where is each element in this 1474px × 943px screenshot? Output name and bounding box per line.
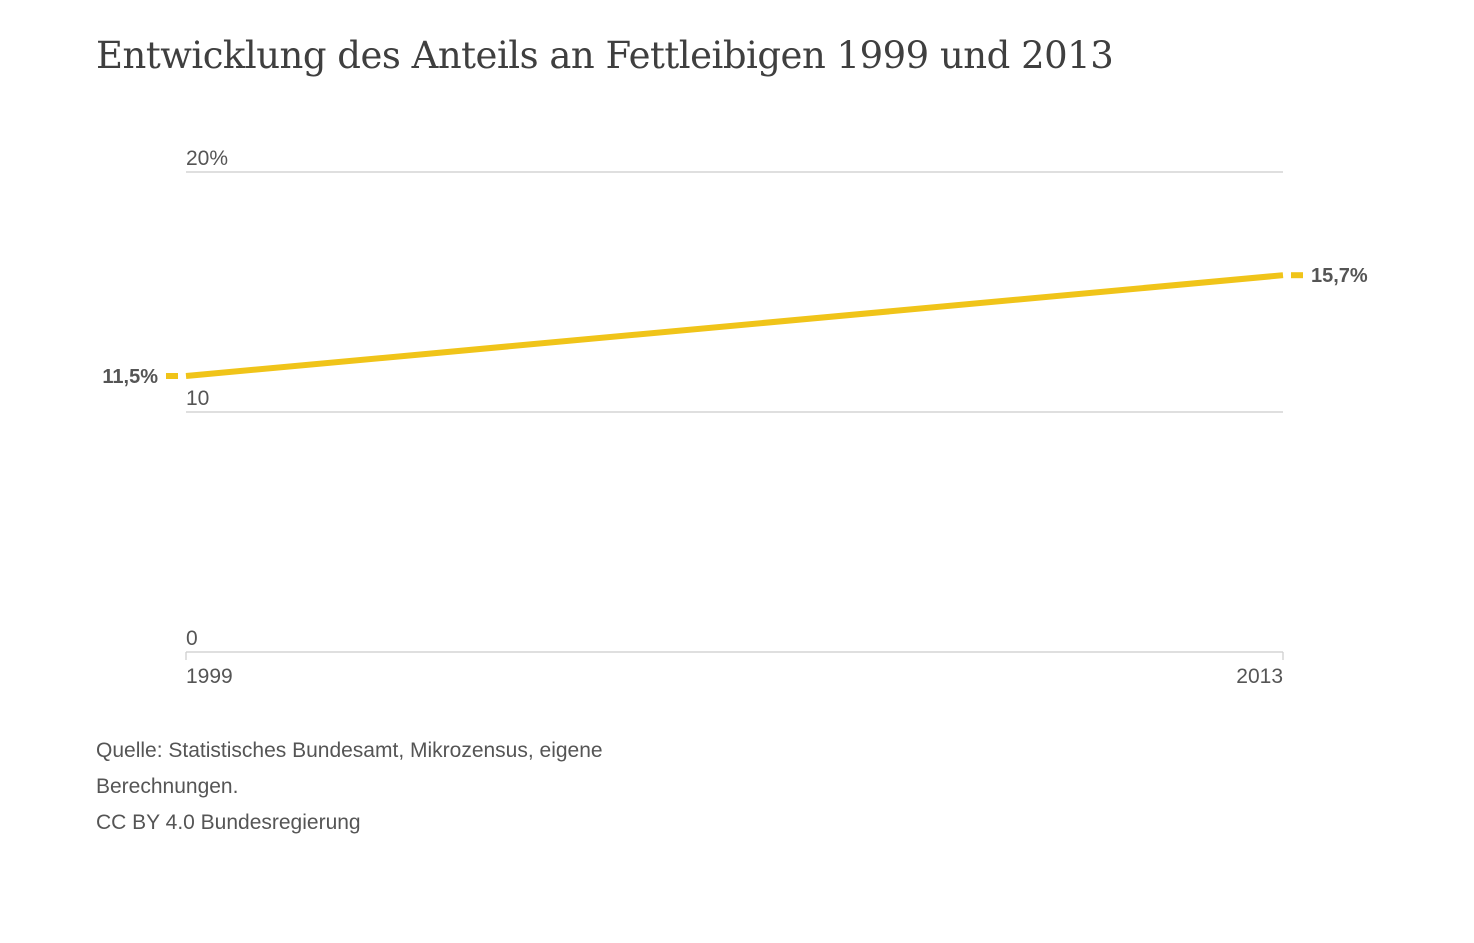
data-label: 15,7% [1311,265,1368,287]
y-tick-label: 10 [186,387,209,410]
source-line: Berechnungen. [96,775,239,798]
source-line: Quelle: Statistisches Bundesamt, Mikroze… [96,739,603,762]
data-label: 11,5% [102,366,158,388]
x-tick-label: 1999 [186,665,233,688]
x-axis: 1999 2013 [185,652,1284,688]
y-tick-label: 20% [186,147,228,170]
chart-title: Entwicklung des Anteils an Fettleibigen … [96,34,1114,77]
x-tick-label: 2013 [1236,665,1283,688]
y-axis-tick-labels: 0 10 20% [186,147,228,650]
series-line [185,272,1284,379]
gridlines [186,171,1283,653]
y-tick-label: 0 [186,627,198,650]
source-note: Quelle: Statistisches Bundesamt, Mikroze… [96,733,603,841]
data-labels: 11,5% 15,7% [102,265,1368,388]
license-line: CC BY 4.0 Bundesregierung [96,811,361,834]
series-lines [166,272,1303,379]
